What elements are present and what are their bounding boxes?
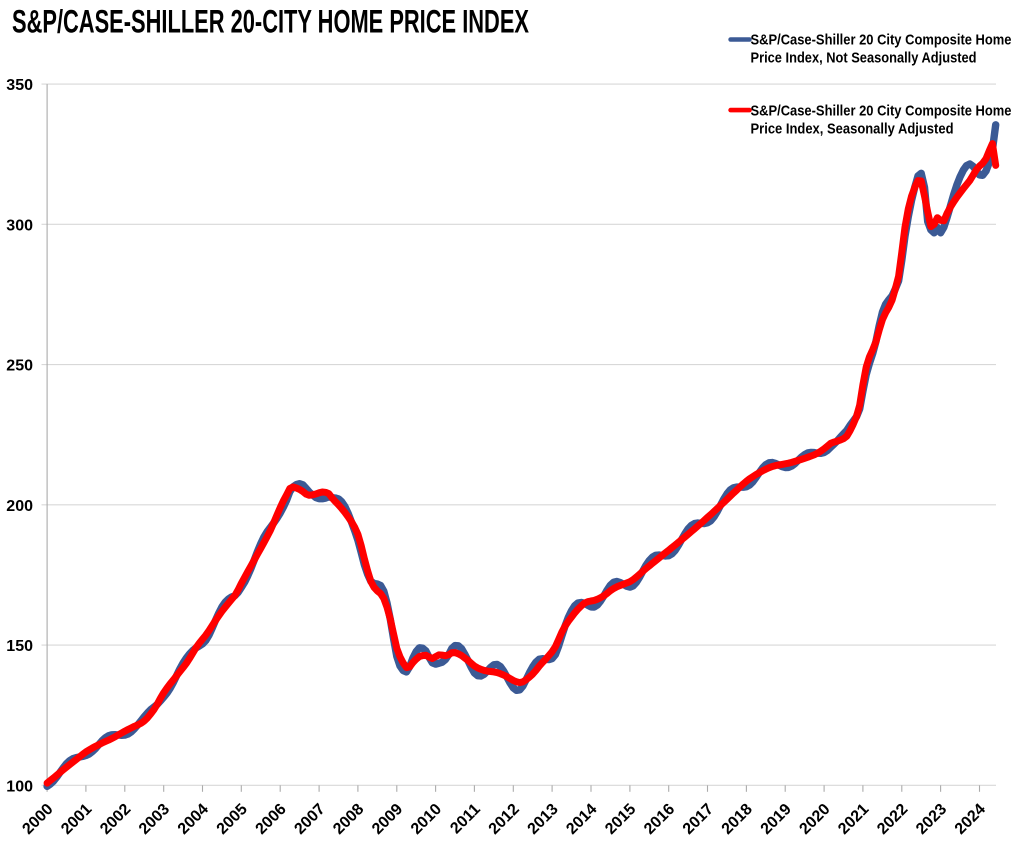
svg-text:S&P/Case-Shiller 20 City Compo: S&P/Case-Shiller 20 City Composite Home <box>751 32 1012 49</box>
svg-text:Price Index, Not Seasonally Ad: Price Index, Not Seasonally Adjusted <box>751 50 977 67</box>
svg-text:300: 300 <box>6 217 33 234</box>
svg-text:350: 350 <box>6 77 33 94</box>
svg-text:200: 200 <box>6 498 33 515</box>
svg-text:S&P/Case-Shiller 20 City Compo: S&P/Case-Shiller 20 City Composite Home <box>751 103 1012 120</box>
svg-text:150: 150 <box>6 638 33 655</box>
svg-text:S&P/CASE-SHILLER 20-CITY HOME: S&P/CASE-SHILLER 20-CITY HOME PRICE INDE… <box>12 4 529 40</box>
svg-text:100: 100 <box>6 778 33 795</box>
svg-text:250: 250 <box>6 358 33 375</box>
svg-text:Price Index, Seasonally Adjust: Price Index, Seasonally Adjusted <box>751 121 954 138</box>
